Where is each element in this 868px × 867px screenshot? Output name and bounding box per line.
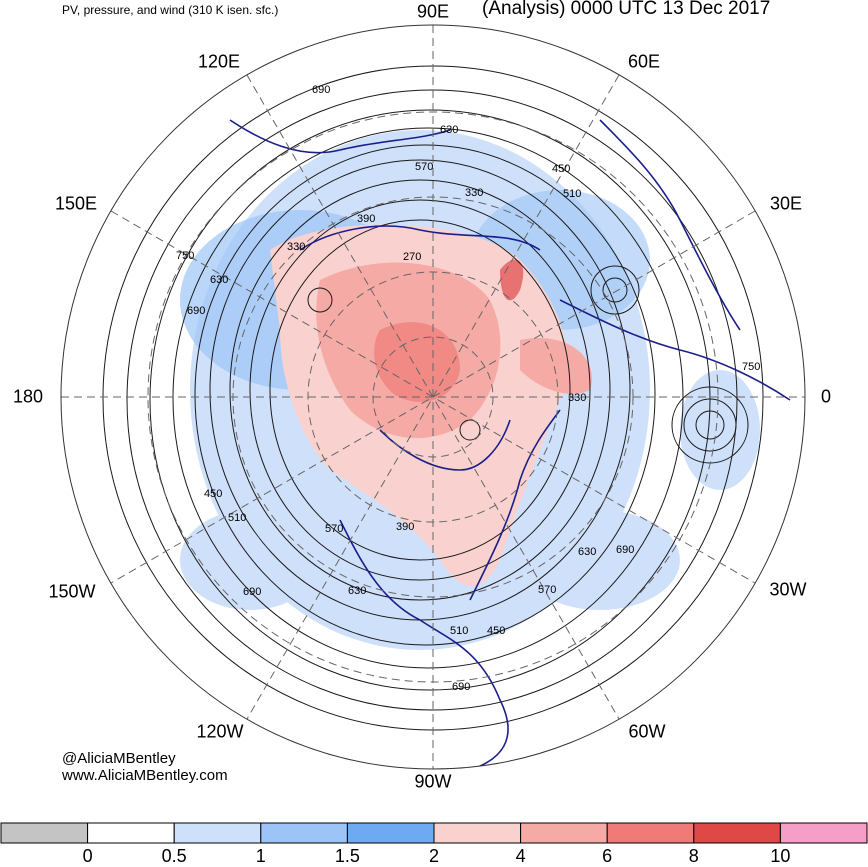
contour-label: 330 <box>568 392 586 404</box>
colorbar-tick-label: 1 <box>255 846 266 866</box>
credit-website: www.AliciaMBentley.com <box>62 767 228 784</box>
contour-label-group: 690 630 570 510 450 390 330 270 750 690 … <box>176 84 760 693</box>
colorbar-tick-label: 0.5 <box>161 846 187 866</box>
pv-red-field <box>270 224 592 587</box>
contour-label: 570 <box>538 584 556 596</box>
colorbar-tick-label: 0 <box>82 846 93 866</box>
contour-label: 330 <box>465 187 483 199</box>
credit-handle: @AliciaMBentley <box>62 750 176 767</box>
lon-label-120w: 120W <box>196 721 244 742</box>
colorbar-swatch <box>520 822 608 844</box>
colorbar-swatch <box>173 822 262 844</box>
contour-label: 690 <box>452 681 470 693</box>
contour-label: 450 <box>552 163 570 175</box>
colorbar-swatch <box>433 822 522 844</box>
map-boundary <box>60 24 806 770</box>
credit-block: @AliciaMBentley www.AliciaMBentley.com <box>62 750 228 784</box>
colorbar-tick-label: 10 <box>770 846 791 866</box>
lon-label-180: 180 <box>12 386 44 407</box>
colorbar-tick-label: 2 <box>428 846 440 866</box>
colorbar-tick-label: 4 <box>515 846 526 866</box>
contour-label: 690 <box>312 84 330 96</box>
lon-label-30e: 30E <box>769 193 803 214</box>
contour-label: 690 <box>187 305 205 317</box>
pv-colorbar <box>0 822 868 844</box>
contour-label: 390 <box>396 521 414 533</box>
chart-title-left: PV, pressure, and wind (310 K isen. sfc.… <box>62 3 279 17</box>
contour-label: 270 <box>403 251 421 263</box>
lon-label-60w: 60W <box>628 721 666 742</box>
colorbar-swatch <box>260 822 348 844</box>
contour-label: 690 <box>243 586 261 598</box>
contour-label: 570 <box>415 161 433 173</box>
contour-label: 450 <box>204 488 222 500</box>
contour-label: 510 <box>450 625 468 637</box>
contour-label: 510 <box>563 188 581 200</box>
contour-label: 630 <box>210 274 228 286</box>
colorbar-swatch <box>606 822 695 844</box>
colorbar-tick-label: 1.5 <box>334 846 360 866</box>
lon-label-90w: 90W <box>414 771 452 792</box>
contour-label: 570 <box>325 523 343 535</box>
chart-title-right: (Analysis) 0000 UTC 13 Dec 2017 <box>482 0 771 19</box>
contour-label: 390 <box>357 213 375 225</box>
colorbar-swatch <box>87 822 175 844</box>
contour-label: 750 <box>742 361 760 373</box>
contour-label: 510 <box>228 512 246 524</box>
colorbar-tick-label: 6 <box>602 846 613 866</box>
contour-label: 750 <box>176 250 194 262</box>
contour-label: 630 <box>348 585 366 597</box>
polar-stereographic-map: 690 630 570 510 450 390 330 270 750 690 … <box>60 24 806 770</box>
contour-label: 450 <box>487 625 505 637</box>
lon-label-0: 0 <box>820 386 832 407</box>
contour-label: 690 <box>616 544 634 556</box>
meridians <box>61 25 805 769</box>
contour-label: 330 <box>287 241 305 253</box>
lon-label-150e: 150E <box>54 193 98 214</box>
colorbar-swatch <box>346 822 435 844</box>
lon-label-150w: 150W <box>48 581 96 602</box>
colorbar-swatch <box>779 822 868 844</box>
contour-label: 630 <box>578 546 596 558</box>
colorbar-swatch <box>693 822 781 844</box>
lon-label-60e: 60E <box>627 51 661 72</box>
lon-label-30w: 30W <box>769 579 807 600</box>
coastlines <box>229 119 791 769</box>
colorbar-tick-label: 8 <box>688 846 699 866</box>
lon-label-90e: 90E <box>416 1 450 22</box>
colorbar-swatch <box>0 822 89 844</box>
lon-label-120e: 120E <box>197 51 241 72</box>
contour-label: 630 <box>440 124 458 136</box>
